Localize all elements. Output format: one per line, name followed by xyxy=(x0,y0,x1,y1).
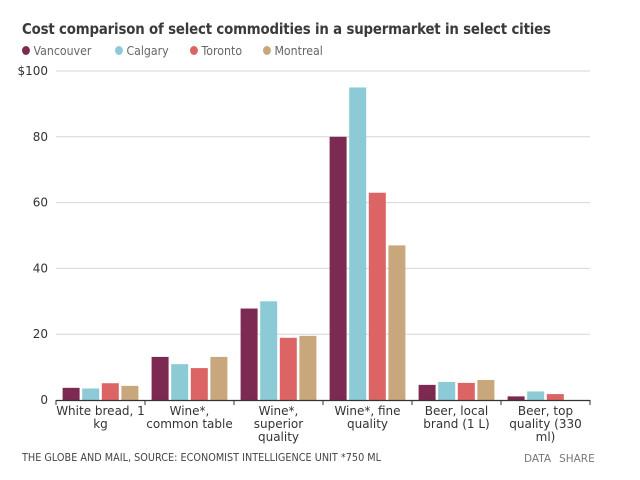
bar-toronto xyxy=(368,192,386,400)
legend-item-toronto: Toronto xyxy=(189,43,242,58)
legend-label: Montreal xyxy=(274,43,323,58)
y-tick-label: 20 xyxy=(33,327,48,341)
bar-montreal xyxy=(121,385,139,400)
bar-calgary xyxy=(260,301,278,400)
legend-item-calgary: Calgary xyxy=(114,43,169,58)
bar-calgary xyxy=(527,391,545,400)
bar-vancouver xyxy=(151,356,169,400)
chart-title: Cost comparison of select commodities in… xyxy=(22,20,551,38)
bar-calgary xyxy=(82,388,100,400)
bar-toronto xyxy=(457,382,475,400)
legend-swatch-calgary xyxy=(114,46,123,55)
bar-montreal xyxy=(210,356,228,400)
footer-actions: DATA SHARE xyxy=(524,453,595,465)
legend-label: Toronto xyxy=(201,43,242,58)
legend-label: Vancouver xyxy=(33,43,92,58)
bar-vancouver xyxy=(329,136,347,401)
bar-vancouver xyxy=(507,396,525,400)
bar-toronto xyxy=(190,368,208,400)
bar-toronto xyxy=(101,383,119,400)
legend: Vancouver Calgary Toronto Montreal xyxy=(22,43,331,58)
x-tick-label: Beer, top quality (330 ml) xyxy=(509,404,581,444)
y-tick-label: 0 xyxy=(40,393,48,407)
x-tick-label: Wine*, common table xyxy=(146,404,232,431)
bar-montreal xyxy=(388,245,406,400)
legend-item-montreal: Montreal xyxy=(263,43,323,58)
bar-montreal xyxy=(299,335,317,400)
bar-toronto xyxy=(279,337,297,400)
legend-swatch-montreal xyxy=(263,46,271,55)
bar-toronto xyxy=(546,394,564,400)
bar-montreal xyxy=(477,379,495,400)
legend-label: Calgary xyxy=(126,43,169,58)
y-tick-label: 80 xyxy=(33,130,48,144)
bar-vancouver xyxy=(62,387,80,400)
source-credit: THE GLOBE AND MAIL, SOURCE: ECONOMIST IN… xyxy=(22,451,382,464)
y-tick-label: 40 xyxy=(33,261,48,275)
data-link[interactable]: DATA xyxy=(524,453,552,465)
legend-item-vancouver: Vancouver xyxy=(22,43,91,58)
bar-vancouver xyxy=(418,384,436,400)
x-tick-label: Wine*, superior quality xyxy=(254,404,303,444)
bar-calgary xyxy=(171,364,189,400)
y-tick-label: $100 xyxy=(17,64,48,78)
x-tick-label: Beer, local brand (1 L) xyxy=(423,404,489,431)
bar-vancouver xyxy=(240,308,258,400)
x-tick-label: White bread, 1 kg xyxy=(56,404,145,431)
x-tick-label: Wine*, fine quality xyxy=(334,404,400,431)
legend-swatch-vancouver xyxy=(22,46,30,55)
share-link[interactable]: SHARE xyxy=(559,453,595,465)
bar-calgary xyxy=(349,87,367,400)
bar-calgary xyxy=(438,381,456,400)
legend-swatch-toronto xyxy=(189,46,198,55)
y-tick-label: 60 xyxy=(33,196,48,210)
